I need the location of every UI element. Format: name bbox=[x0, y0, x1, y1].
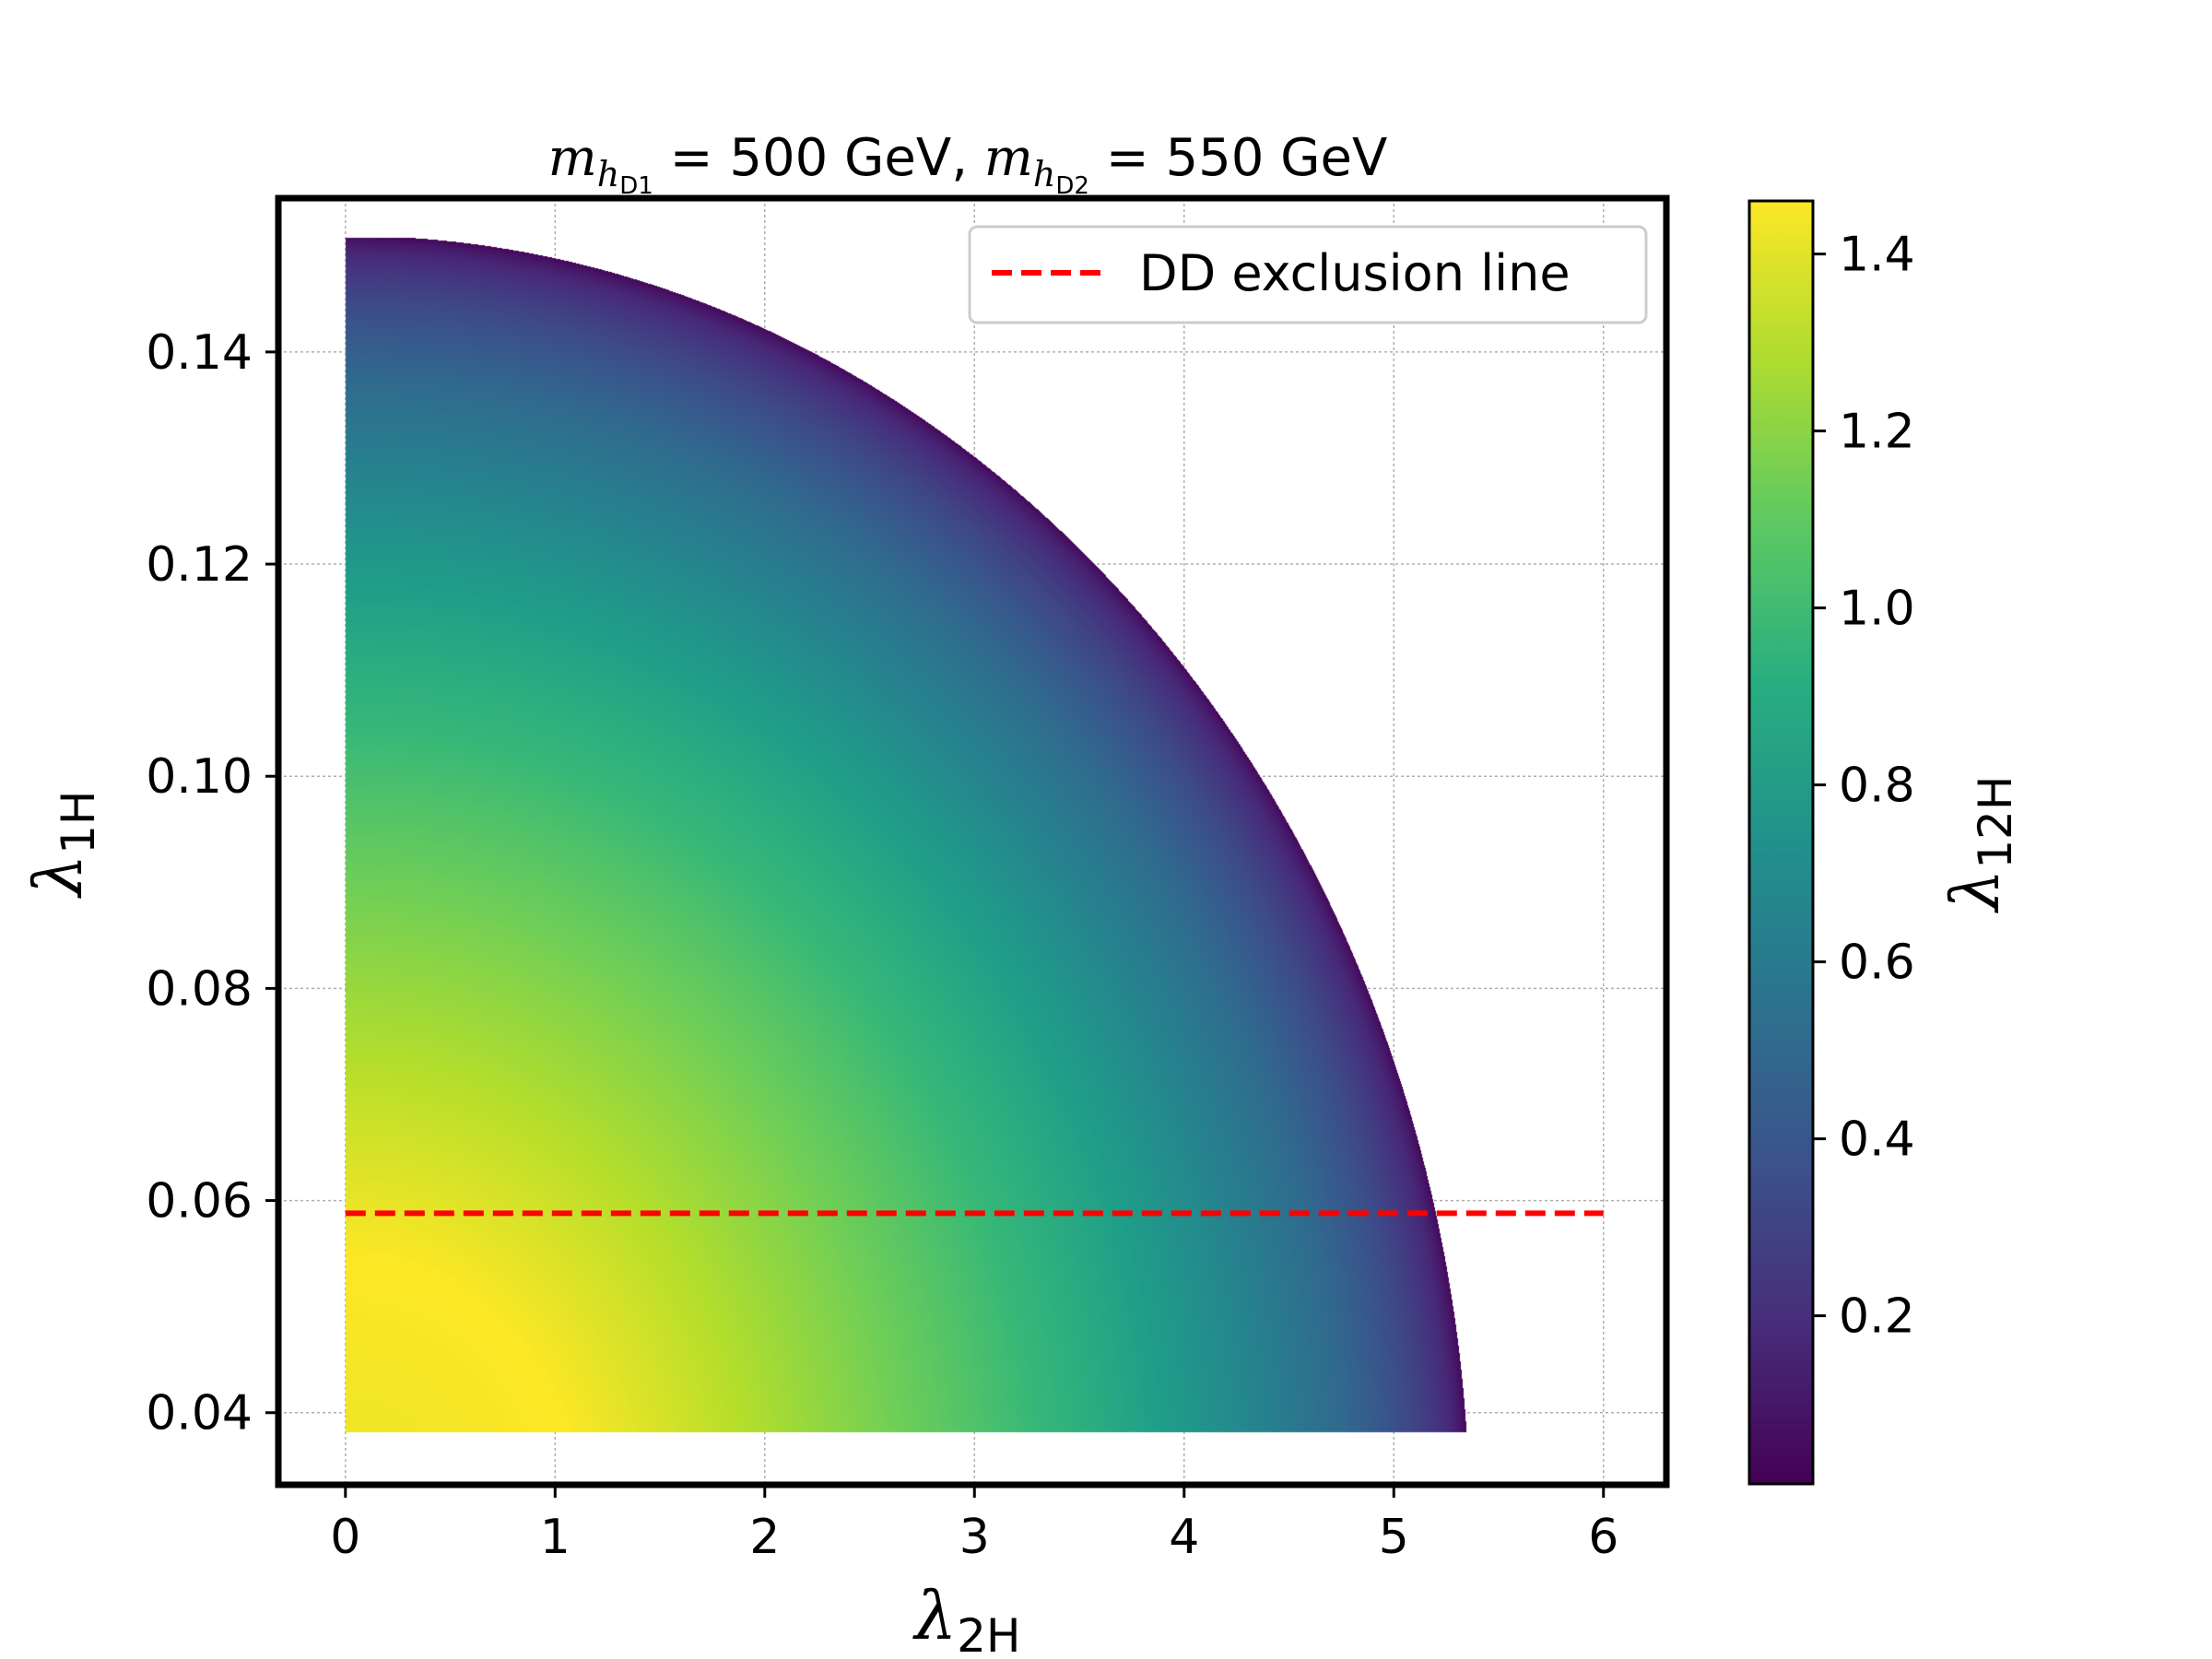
x-tick-label: 1 bbox=[540, 1510, 571, 1565]
y-tick-label: 0.12 bbox=[146, 537, 253, 593]
y-axis-label: λ1H bbox=[19, 790, 105, 899]
y-axis: 0.04 0.06 0.08 0.10 0.12 0.14 bbox=[146, 325, 278, 1441]
colorbar-tick-label: 0.8 bbox=[1839, 759, 1915, 814]
colorbar-tick-label: 1.2 bbox=[1839, 405, 1915, 460]
x-tick-label: 2 bbox=[749, 1510, 780, 1565]
y-tick-label: 0.08 bbox=[146, 961, 253, 1017]
legend-label-dd-exclusion: DD exclusion line bbox=[1139, 244, 1571, 302]
x-axis-label: λ2H bbox=[912, 1577, 1020, 1659]
colorbar-gradient bbox=[1747, 199, 1815, 1486]
plot-frame bbox=[275, 194, 1670, 1488]
x-tick-label: 5 bbox=[1379, 1510, 1409, 1565]
legend-box bbox=[968, 225, 1648, 324]
colorbar-tick-label: 1.0 bbox=[1839, 582, 1915, 637]
allowed-region-heatmap bbox=[278, 198, 1666, 1485]
y-tick-label: 0.10 bbox=[146, 749, 253, 805]
colorbar-label: λ12H bbox=[1936, 776, 2022, 914]
legend: DD exclusion line bbox=[968, 225, 1648, 324]
x-tick-label: 6 bbox=[1588, 1510, 1618, 1565]
colorbar-tick-label: 0.4 bbox=[1839, 1112, 1915, 1168]
colorbar-tick-label: 0.2 bbox=[1839, 1289, 1915, 1345]
y-tick-label: 0.06 bbox=[146, 1174, 253, 1230]
colorbar: 0.2 0.4 0.6 0.8 1.0 1.2 1.4 λ12H bbox=[1747, 199, 2022, 1486]
x-tick-label: 3 bbox=[959, 1510, 990, 1565]
y-tick-label: 0.14 bbox=[146, 325, 253, 381]
colorbar-tick-label: 1.4 bbox=[1839, 228, 1915, 283]
colorbar-tick-label: 0.6 bbox=[1839, 935, 1915, 991]
y-tick-label: 0.04 bbox=[146, 1386, 253, 1441]
x-tick-label: 4 bbox=[1169, 1510, 1199, 1565]
x-tick-label: 0 bbox=[330, 1510, 360, 1565]
x-axis: 0 1 2 3 4 5 6 bbox=[330, 1485, 1618, 1565]
chart-title: mhD1 = 500 GeV, mhD2 = 550 GeV bbox=[548, 128, 1388, 200]
